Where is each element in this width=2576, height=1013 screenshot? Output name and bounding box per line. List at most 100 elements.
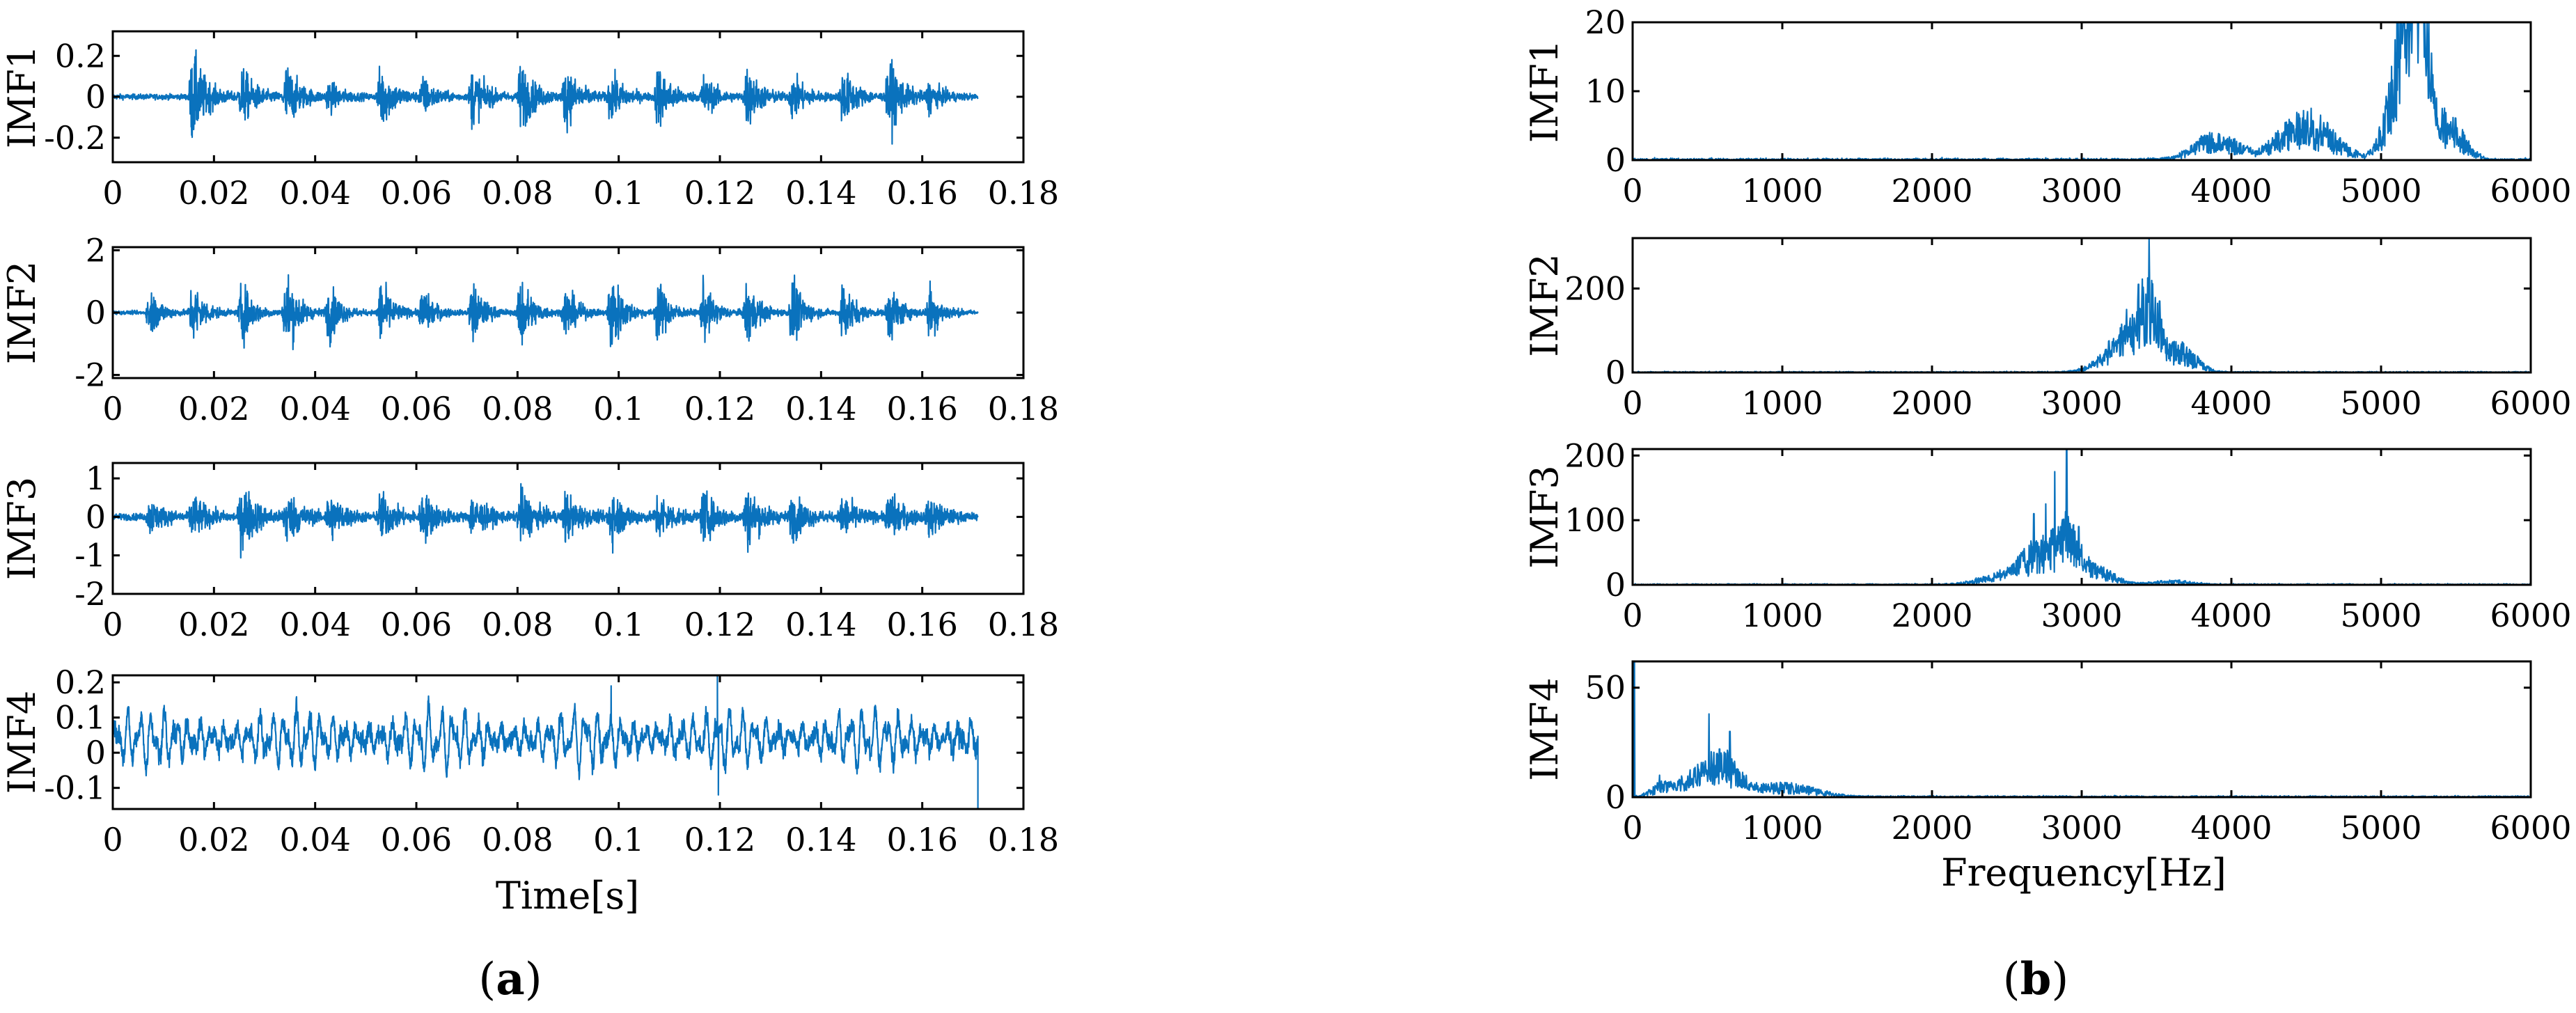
x-tick-label: 6000	[2490, 172, 2571, 210]
x-tick-label: 1000	[1741, 384, 1823, 422]
xlabel-b: Frequency[Hz]	[1941, 851, 2226, 895]
x-tick-label: 0.14	[785, 390, 856, 427]
x-tick-label: 1000	[1741, 809, 1823, 847]
series-line	[1633, 238, 2531, 372]
x-tick-label: 0	[1622, 809, 1642, 847]
axes-frame	[111, 462, 1025, 595]
x-tick-label: 0.04	[279, 606, 350, 643]
y-axis-label: IMF1	[1523, 40, 1566, 143]
y-axis-label: IMF3	[0, 477, 44, 580]
x-tick-label: 0.08	[482, 390, 553, 427]
x-tick-label: 0	[1622, 172, 1642, 210]
y-tick-label: 1	[86, 460, 106, 497]
x-tick-label: 0.12	[684, 606, 755, 643]
panel-label-b-letter: b	[2020, 953, 2052, 1005]
x-tick-label: 4000	[2190, 597, 2272, 634]
y-axis-label: IMF1	[0, 45, 44, 148]
y-axis-label: IMF4	[0, 691, 44, 794]
x-tick-label: 0.12	[684, 821, 755, 858]
subplot-a-1: 0 0.02 0.04 0.06 0.08 0.1 0.12 0.14 0.16 0.18 -0.2…	[0, 30, 1059, 212]
series-line	[1633, 661, 2531, 797]
y-tick-label: 0.2	[55, 663, 106, 701]
x-tick-label: 0.02	[178, 390, 249, 427]
y-axis-label: IMF4	[1523, 677, 1566, 780]
x-tick-label: 0.06	[381, 390, 452, 427]
x-tick-label: 0.06	[381, 606, 452, 643]
x-tick-label: 0	[102, 174, 123, 212]
y-tick-label: 0	[1605, 566, 1626, 604]
x-tick-label: 0.08	[482, 821, 553, 858]
x-tick-label: 5000	[2340, 172, 2421, 210]
y-axis-label: IMF2	[0, 261, 44, 364]
x-tick-label: 0.14	[785, 606, 856, 643]
subplot-a-4: 0 0.02 0.04 0.06 0.08 0.1 0.12 0.14 0.16 0.18 -0.1…	[0, 663, 1059, 858]
y-tick-label: 0	[1605, 354, 1626, 391]
y-tick-label: 2	[86, 231, 106, 269]
x-tick-label: 0.08	[482, 606, 553, 643]
x-tick-label: 0.02	[178, 174, 249, 212]
x-tick-label: 2000	[1891, 384, 1972, 422]
y-tick-label: -0.2	[44, 119, 106, 157]
panel-label-a: (a)	[478, 953, 542, 1005]
y-tick-label: 200	[1564, 437, 1626, 474]
axes-frame	[1631, 660, 2532, 799]
x-tick-label: 0.14	[785, 174, 856, 212]
y-tick-label: 0	[86, 294, 106, 331]
x-tick-label: 0.16	[886, 821, 957, 858]
x-tick-label: 0.1	[593, 821, 644, 858]
x-tick-label: 0.1	[593, 606, 644, 643]
series-line	[113, 675, 979, 809]
x-tick-label: 0.16	[886, 390, 957, 427]
axes-frame	[111, 674, 1025, 810]
x-tick-label: 0.14	[785, 821, 856, 858]
panel-label-a-letter: a	[496, 953, 524, 1005]
x-tick-label: 3000	[2041, 809, 2122, 847]
y-tick-label: -1	[74, 537, 106, 574]
x-tick-label: 0.18	[988, 174, 1059, 212]
y-axis-label: IMF3	[1523, 465, 1566, 568]
x-tick-label: 1000	[1741, 597, 1823, 634]
y-tick-label: -2	[74, 575, 106, 613]
x-tick-label: 0	[1622, 597, 1642, 634]
y-tick-label: 0	[86, 498, 106, 535]
x-tick-label: 5000	[2340, 384, 2421, 422]
x-tick-label: 5000	[2340, 809, 2421, 847]
x-tick-label: 3000	[2041, 597, 2122, 634]
y-tick-label: 0	[86, 734, 106, 771]
x-tick-label: 3000	[2041, 384, 2122, 422]
x-tick-label: 0	[102, 390, 123, 427]
subplot-b-1: 0 1000 2000 3000 4000 5000 6000 0 10 20 IMF1	[1523, 3, 2572, 210]
x-tick-label: 0	[1622, 384, 1642, 422]
x-tick-label: 0.18	[988, 606, 1059, 643]
subplots: 0 0.02 0.04 0.06 0.08 0.1 0.12 0.14 0.16 0.18-0.2…	[0, 3, 2572, 858]
y-tick-label: 10	[1585, 72, 1626, 110]
x-tick-label: 0.02	[178, 606, 249, 643]
x-tick-label: 0.1	[593, 390, 644, 427]
x-tick-label: 0.12	[684, 174, 755, 212]
y-tick-label: 0.2	[55, 37, 106, 74]
x-tick-label: 0.16	[886, 174, 957, 212]
series-line	[113, 482, 979, 559]
y-tick-label: -2	[74, 356, 106, 394]
xlabel-a: Time[s]	[496, 874, 639, 918]
y-tick-label: -0.1	[44, 769, 106, 807]
axes-frame	[1631, 237, 2532, 374]
x-tick-label: 6000	[2490, 384, 2571, 422]
x-tick-label: 0	[102, 821, 123, 858]
x-tick-label: 0.04	[279, 390, 350, 427]
x-tick-label: 2000	[1891, 809, 1972, 847]
subplot-a-2: 0 0.02 0.04 0.06 0.08 0.1 0.12 0.14 0.16 0.18-202…	[0, 231, 1059, 427]
x-tick-label: 1000	[1741, 172, 1823, 210]
x-tick-label: 0.1	[593, 174, 644, 212]
y-axis-label: IMF2	[1523, 253, 1566, 356]
series-line	[1633, 22, 2531, 160]
x-tick-label: 4000	[2190, 172, 2272, 210]
y-tick-label: 20	[1585, 3, 1626, 41]
subplot-a-3: 0 0.02 0.04 0.06 0.08 0.1 0.12 0.14 0.16 0.18 -2-1…	[0, 460, 1059, 643]
x-tick-label: 6000	[2490, 809, 2571, 847]
y-tick-label: 0	[86, 78, 106, 116]
y-tick-label: 0	[1605, 141, 1626, 179]
y-tick-label: 200	[1564, 269, 1626, 307]
